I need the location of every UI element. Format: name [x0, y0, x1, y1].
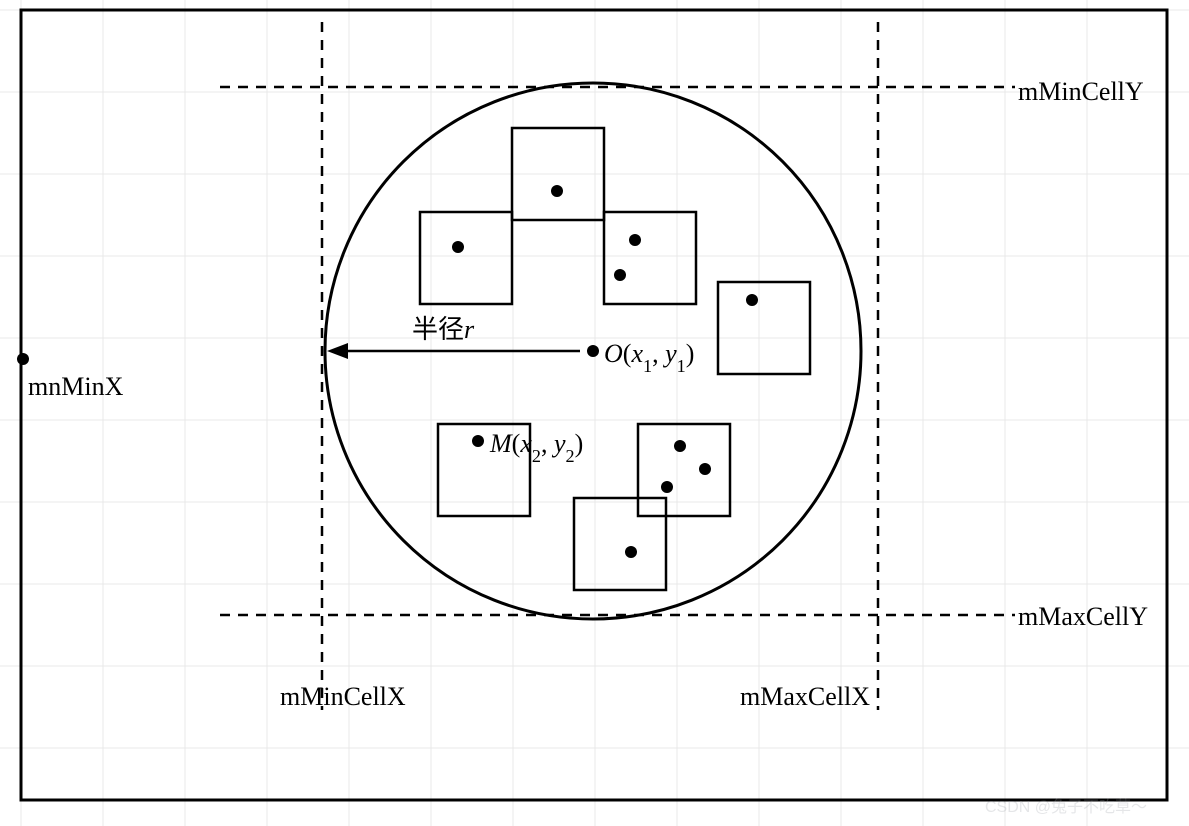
grid	[0, 0, 1189, 826]
watermark-text: CSDN @兔子不吃草～	[985, 798, 1147, 816]
feature-point	[746, 294, 758, 306]
feature-point	[452, 241, 464, 253]
cell-box	[604, 212, 696, 304]
feature-point	[614, 269, 626, 281]
diagram-canvas: mnMinX mMinCellY mMaxCellY mMinCellX mMaxCel…	[0, 0, 1189, 826]
cell-box	[718, 282, 810, 374]
label-point-M: M(x2, y2)	[489, 429, 583, 466]
feature-point	[472, 435, 484, 447]
radius-arrowhead	[327, 343, 348, 359]
label-mmaxcellx: mMaxCellX	[740, 682, 870, 711]
label-mmincellx: mMinCellX	[280, 682, 406, 711]
feature-point	[625, 546, 637, 558]
feature-point	[629, 234, 641, 246]
feature-point	[551, 185, 563, 197]
feature-point	[661, 481, 673, 493]
label-radius: 半径r	[412, 315, 475, 344]
feature-point	[699, 463, 711, 475]
label-center-O: O(x1, y1)	[604, 339, 694, 376]
cell-box	[574, 498, 666, 590]
feature-point	[587, 345, 599, 357]
label-mmincelly: mMinCellY	[1018, 77, 1144, 106]
cell-box	[420, 212, 512, 304]
feature-point	[674, 440, 686, 452]
label-mmaxcelly: mMaxCellY	[1018, 602, 1148, 631]
label-mnminx: mnMinX	[28, 372, 124, 401]
feature-point	[17, 353, 29, 365]
